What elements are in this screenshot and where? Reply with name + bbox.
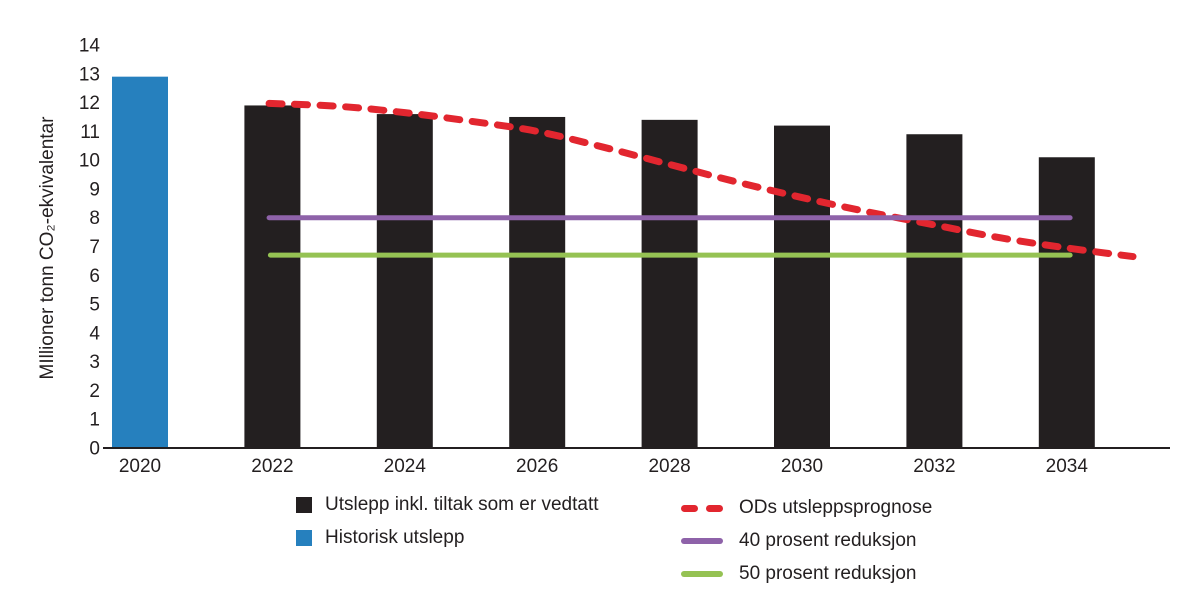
ods-utsleppsprognose-swatch-icon [681, 504, 723, 512]
bar-2024-utslepp-inkl-tiltak-som-er-vedtatt [376, 114, 433, 448]
legend-column-1: Utslepp inkl. tiltak som er vedtatt Histo… [296, 494, 599, 548]
legend-item-historisk-utslepp: Historisk utslepp [296, 527, 599, 548]
y-tick-12: 12 [79, 93, 100, 114]
utslepp-inkl-tiltak-som-er-vedtatt-swatch-icon [296, 497, 312, 513]
y-tick-5: 5 [89, 295, 100, 316]
legend-label-utslepp-inkl-tiltak-som-er-vedtatt: Utslepp inkl. tiltak som er vedtatt [325, 494, 599, 515]
y-tick-11: 11 [80, 122, 100, 143]
x-tick-2034: 2034 [1046, 456, 1089, 477]
dash-segment [681, 504, 698, 512]
y-tick-9: 9 [89, 179, 100, 200]
y-tick-13: 13 [79, 64, 100, 85]
y-tick-2: 2 [89, 381, 100, 402]
bar-2030-utslepp-inkl-tiltak-som-er-vedtatt [774, 125, 830, 448]
y-tick-0: 0 [89, 439, 100, 460]
bar-2020-historisk-utslepp [112, 76, 168, 449]
40-prosent-reduksjon-swatch-icon [681, 538, 723, 544]
dash-segment [706, 504, 723, 512]
legend-label-40-prosent-reduksjon: 40 prosent reduksjon [739, 530, 917, 551]
legend-item-50-prosent-reduksjon: 50 prosent reduksjon [681, 563, 932, 584]
bar-2032-utslepp-inkl-tiltak-som-er-vedtatt [906, 134, 963, 448]
legend-column-2: ODs utsleppsprognose 40 prosent reduksjon… [681, 497, 933, 584]
y-tick-3: 3 [89, 352, 100, 373]
line-ods-utsleppsprognose [265, 99, 1137, 261]
x-tick-2024: 2024 [384, 456, 427, 477]
legend-label-ods-utsleppsprognose: ODs utsleppsprognose [739, 497, 933, 518]
x-tick-2026: 2026 [516, 456, 558, 477]
legend-label-50-prosent-reduksjon: 50 prosent reduksjon [739, 563, 917, 584]
y-tick-4: 4 [89, 323, 100, 344]
y-tick-10: 10 [79, 151, 100, 172]
y-tick-14: 14 [79, 36, 101, 57]
y-tick-6: 6 [89, 266, 100, 287]
x-tick-2030: 2030 [781, 456, 823, 477]
x-tick-2020: 2020 [119, 456, 161, 477]
y-axis-label: MIllioner tonn CO₂-ekvivalentar [37, 116, 58, 380]
x-tick-2028: 2028 [648, 456, 690, 477]
y-tick-7: 7 [89, 237, 100, 258]
50-prosent-reduksjon-swatch-icon [681, 571, 723, 577]
x-tick-2022: 2022 [251, 456, 293, 477]
bar-2034-utslepp-inkl-tiltak-som-er-vedtatt [1038, 157, 1095, 448]
bar-2022-utslepp-inkl-tiltak-som-er-vedtatt [244, 105, 301, 448]
historisk-utslepp-swatch-icon [296, 530, 312, 546]
legend-label-historisk-utslepp: Historisk utslepp [325, 527, 465, 548]
legend-item-ods-utsleppsprognose: ODs utsleppsprognose [681, 497, 933, 518]
y-tick-1: 1 [89, 410, 100, 431]
y-tick-8: 8 [89, 208, 100, 229]
legend-item-utslepp-inkl-tiltak-som-er-vedtatt: Utslepp inkl. tiltak som er vedtatt [296, 494, 599, 515]
x-tick-2032: 2032 [913, 456, 955, 477]
bar-2028-utslepp-inkl-tiltak-som-er-vedtatt [641, 119, 698, 448]
bar-2026-utslepp-inkl-tiltak-som-er-vedtatt [509, 116, 566, 448]
legend-item-40-prosent-reduksjon: 40 prosent reduksjon [681, 530, 932, 551]
